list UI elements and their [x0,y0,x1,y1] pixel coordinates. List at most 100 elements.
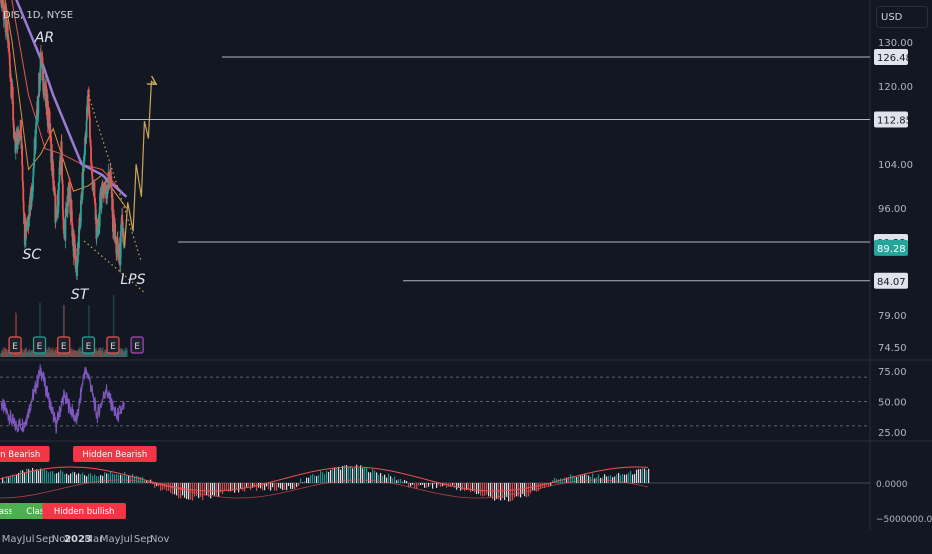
osc-bar [472,483,474,491]
volume-bar [32,351,34,357]
osc-bar [42,469,44,483]
osc-bar [80,474,82,483]
earnings-marker [106,336,120,354]
osc-bar [292,483,294,490]
osc-bar [352,468,354,483]
osc-bar [48,472,50,483]
volume-bar [25,348,27,357]
volume-bar [37,350,40,357]
osc-bar [300,478,302,483]
osc-bar [224,483,226,491]
rsi-tick-label: 25.00 [878,428,907,439]
osc-bar [548,483,550,487]
osc-bar [232,483,234,491]
volume-bar [81,349,84,357]
volume-bar [124,350,126,357]
earnings-marker [8,336,22,354]
candle-body [106,190,109,199]
earnings-marker-label: E [110,342,116,352]
candle-body [37,96,40,114]
volume-bar [22,352,24,357]
osc-bar [424,483,426,488]
osc-bar [414,483,416,489]
osc-bar [358,468,360,483]
osc-bar [172,483,174,495]
osc-bar [372,468,374,483]
osc-bar [428,483,430,487]
osc-bar [214,483,216,496]
price-label-box [874,49,908,66]
osc-bar [174,483,176,495]
osc-bar [552,480,554,483]
osc-bar [310,475,312,483]
osc-bar [360,465,362,483]
osc-bar [606,476,608,483]
volume-bar [6,352,8,357]
volume-bar [5,349,8,357]
volume-bar [28,350,30,357]
osc-bar [92,475,94,483]
osc-bar [640,469,642,483]
osc-bar [28,469,30,483]
candle-body [48,111,51,135]
volume-bar [72,350,75,357]
osc-bar [628,472,630,483]
osc-bar [248,483,250,487]
osc-bar [86,476,88,483]
osc-bar [8,477,10,483]
osc-bar [426,483,428,488]
currency-selector[interactable]: USD [876,6,928,28]
osc-bar [406,481,408,483]
volume-bar [98,347,101,357]
osc-bar [544,483,546,489]
osc-bar [102,475,104,483]
divergence-label-box [0,446,50,462]
osc-bar [12,474,14,483]
osc-bar [32,468,34,483]
osc-bar [450,483,452,488]
osc-bar [176,483,178,496]
volume-bar [26,351,29,357]
volume-bar [18,350,21,357]
osc-bar [398,479,400,483]
osc-bar [366,467,368,483]
osc-bar [128,475,130,483]
osc-bar [580,474,582,483]
candle-body [21,164,24,182]
osc-bar [2,477,4,483]
osc-bar [482,483,484,497]
volume-bar [26,352,28,357]
candle-body [32,168,35,177]
volume-bar [121,348,123,357]
price-label-box [874,111,908,128]
candle-body [61,184,64,211]
volume-bar [30,350,33,357]
osc-bar [124,471,126,483]
osc-bar [260,483,262,489]
osc-bar [66,473,68,483]
osc-bar [626,474,628,483]
osc-bar [394,476,396,483]
candle-body [110,186,113,198]
volume-bar [76,350,78,357]
osc-bar [244,483,246,492]
volume-bar [30,352,32,357]
volume-bar [123,351,126,357]
volume-bar [122,351,125,357]
volume-bar [97,348,100,357]
divergence-label-box [42,503,126,519]
volume-bar [99,347,101,357]
osc-bar [22,470,24,483]
volume-bar [103,352,105,357]
rsi-tick-label: 50.00 [878,398,907,409]
osc-bar [84,475,86,483]
candle-body [79,200,82,223]
osc-bar [392,478,394,483]
volume-bar [60,352,63,357]
candle-body [119,231,122,258]
volume-bar [22,352,24,357]
osc-bar [490,483,492,497]
time-tick-label: May [2,534,23,545]
